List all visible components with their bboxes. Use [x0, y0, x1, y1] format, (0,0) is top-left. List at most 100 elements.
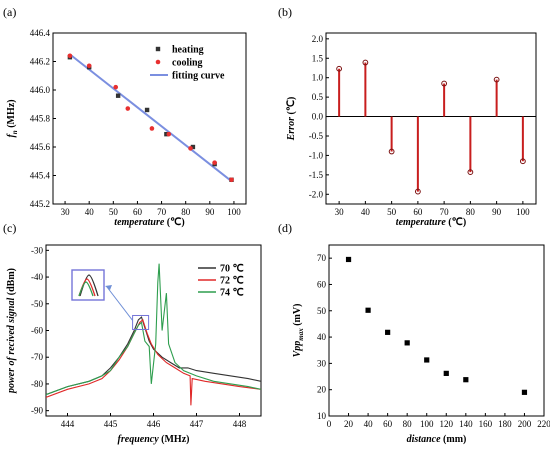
a-heating-point [190, 144, 196, 150]
b-error-marker [441, 80, 448, 87]
panel-label-d: (d) [278, 221, 292, 235]
a-legend-heating-label: heating [172, 45, 204, 56]
b-ytick-label: 2.0 [312, 34, 324, 44]
d-xtick-label: 120 [440, 419, 454, 429]
a-ytick-label: 446.2 [30, 57, 50, 67]
a-cooling-point [212, 160, 217, 165]
chart-c-received-power-spectrum: 444 445 446 447 448 -90 -80 -70 -60 -50 -40 -30 70 ℃… [6, 244, 262, 445]
a-cooling-point [67, 53, 73, 59]
a-ytick-label: 445.6 [30, 142, 51, 152]
b-ytick-label: -1.0 [309, 150, 324, 160]
d-data-point [365, 307, 371, 313]
b-plot-frame [325, 32, 537, 205]
b-error-marker [519, 158, 526, 165]
a-legend-cooling-label: cooling [172, 58, 203, 69]
a-xtick-label: 70 [157, 207, 167, 217]
a-ytick-label: 445.4 [30, 171, 51, 181]
d-x-axis-label: distance (mm) [407, 434, 467, 445]
b-ytick-label: 1.0 [312, 73, 324, 83]
d-xtick-label: 200 [518, 419, 532, 429]
c-zoom-arrow-line [106, 286, 133, 321]
a-heating-point [164, 131, 169, 137]
d-xtick-label: 100 [420, 419, 434, 429]
chart-d-vpp-vs-distance: 0 20 40 60 80 100 120 140 160 180 200 220 10 20 30 40 50… [292, 244, 550, 445]
b-error-marker [388, 148, 395, 155]
a-xtick-label: 80 [181, 207, 191, 217]
b-xtick-label: 100 [516, 207, 530, 217]
d-data-point [385, 329, 391, 335]
d-xtick-label: 80 [403, 419, 413, 429]
d-data-point [521, 389, 528, 395]
b-xtick-label: 30 [335, 207, 345, 217]
c-legend-label-1: 72 ℃ [220, 276, 244, 287]
b-xtick-label: 90 [492, 207, 502, 217]
b-error-marker [467, 169, 474, 176]
c-x-axis-label: frequency (MHz) [118, 434, 190, 445]
c-series-72-line [46, 318, 261, 406]
a-plot-frame [52, 32, 247, 205]
d-ytick-label: 30 [317, 358, 327, 368]
a-legend-cooling-marker [155, 59, 161, 65]
a-x-axis-label: temperature (℃) [114, 217, 184, 228]
a-legend-fit-label: fitting curve [172, 71, 225, 82]
b-xtick-label: 70 [440, 207, 450, 217]
b-error-marker [493, 76, 500, 83]
b-ytick-label: -0.5 [309, 131, 324, 141]
a-ytick-label: 446.4 [30, 28, 51, 38]
b-error-marker [362, 59, 369, 66]
c-xtick-label: 446 [147, 419, 161, 429]
c-xtick-label: 447 [190, 419, 204, 429]
a-ytick-label: 445.2 [30, 199, 50, 209]
c-zoom-arrow-head [105, 285, 112, 290]
c-xtick-label: 448 [233, 419, 247, 429]
a-xtick-label: 100 [227, 207, 241, 217]
d-ytick-label: 70 [317, 253, 327, 263]
b-x-axis-label: temperature (℃) [396, 217, 466, 228]
d-ytick-label: 10 [317, 411, 327, 421]
d-xtick-label: 160 [479, 419, 493, 429]
d-ytick-label: 50 [317, 306, 327, 316]
b-error-marker [414, 188, 421, 195]
d-ytick-label: 40 [317, 332, 327, 342]
chart-b-error-vs-temperature: 30 40 50 60 70 80 90 100 -2.0 -1.5 -1.0 -0.5 0.0 0.5 1… [286, 32, 537, 228]
d-data-point [443, 370, 449, 376]
b-ytick-label: 0.5 [312, 92, 324, 102]
c-ytick-label: -70 [31, 352, 43, 362]
a-heating-point [144, 107, 150, 113]
d-xtick-label: 220 [537, 419, 550, 429]
d-xtick-label: 20 [344, 419, 354, 429]
d-data-point [424, 357, 430, 363]
c-ytick-label: -90 [31, 406, 43, 416]
a-xtick-label: 90 [205, 207, 215, 217]
c-ytick-label: -40 [31, 272, 43, 282]
chart-a-frequency-vs-temperature: 30 40 50 60 70 80 90 100 445.2 445.4 445.6 445.8 446… [6, 28, 247, 228]
c-ytick-label: -60 [31, 326, 43, 336]
d-plot-frame [328, 244, 545, 417]
a-xtick-label: 50 [109, 207, 119, 217]
c-series-74-line [46, 263, 261, 396]
b-error-marker [336, 65, 343, 72]
a-legend-heating-marker [155, 46, 161, 52]
a-cooling-point [125, 106, 131, 111]
c-xtick-label: 445 [104, 419, 118, 429]
b-ytick-label: 1.5 [312, 53, 324, 63]
d-xtick-label: 140 [459, 419, 473, 429]
c-legend-label-2: 74 ℃ [220, 288, 244, 299]
a-xtick-label: 60 [133, 207, 143, 217]
b-xtick-label: 50 [387, 207, 397, 217]
c-zoom-region-box [132, 314, 150, 330]
c-xtick-label: 444 [61, 419, 75, 429]
c-ytick-label: -30 [31, 245, 43, 255]
d-xtick-label: 60 [383, 419, 393, 429]
a-fitting-curve-line [69, 53, 233, 182]
b-xtick-label: 60 [413, 207, 423, 217]
b-y-axis-label: Error (℃) [286, 97, 297, 142]
b-xtick-label: 40 [361, 207, 371, 217]
a-ytick-label: 446.0 [30, 85, 51, 95]
panel-label-a: (a) [3, 5, 16, 19]
d-xtick-label: 40 [364, 419, 374, 429]
d-xtick-label: 0 [327, 419, 332, 429]
c-ytick-label: -80 [31, 379, 43, 389]
d-data-point [404, 340, 410, 346]
